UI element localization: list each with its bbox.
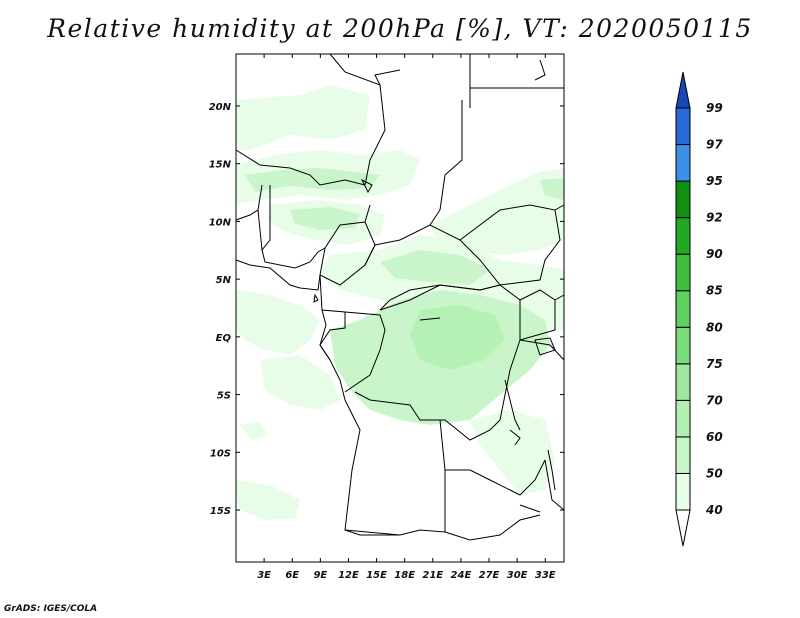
grads-credit: GrADS: IGES/COLA [4, 604, 98, 614]
coast-gabon [319, 309, 346, 401]
border-cameroon [319, 221, 376, 286]
border-sudan-east [534, 59, 546, 81]
colorbar-label: 40 [705, 503, 723, 517]
border-ethiopia [554, 204, 565, 211]
humidity-area-south-atlantic [236, 480, 300, 520]
lon-label: 6E [285, 570, 299, 581]
colorbar-label: 80 [706, 320, 723, 334]
lon-label: 27E [479, 570, 500, 581]
humidity-area-gulf [236, 290, 320, 355]
border-kenya [554, 294, 565, 301]
border-namibia [344, 529, 401, 536]
lon-label: 18E [394, 570, 415, 581]
island-bioko [313, 293, 319, 303]
border-burkina [235, 209, 259, 221]
humidity-area-northeast-strong [540, 178, 564, 200]
lon-label: 3E [257, 570, 271, 581]
lon-label: 24E [451, 570, 472, 581]
colorbar-label: 97 [706, 138, 723, 152]
humidity-area-small-west [240, 422, 268, 440]
humidity-area-north-band-strong [245, 168, 380, 192]
lake-victoria [534, 337, 556, 356]
colorbar-label: 60 [706, 430, 723, 444]
colorbar-bin [675, 71, 691, 109]
humidity-area-congo-core [410, 305, 505, 370]
colorbar-bin [675, 253, 691, 292]
longitude-axis: 3E 6E 9E 12E 15E 18E 21E 24E 27E 30E 33E [257, 54, 556, 581]
map-frame [235, 53, 565, 563]
lon-label: 30E [507, 570, 528, 581]
lake-tanganyika [504, 379, 521, 431]
lat-label: 15N [209, 160, 232, 171]
humidity-area-northwest [236, 85, 370, 150]
colorbar-bin [675, 107, 691, 146]
humidity-shading [236, 85, 564, 520]
colorbar-bin [675, 363, 691, 401]
colorbar-bin [675, 399, 691, 438]
border-car [364, 224, 501, 311]
lon-label: 15E [366, 570, 387, 581]
lake-malawi [547, 449, 556, 491]
map-title: Relative humidity at 200hPa [%], VT: 202… [47, 14, 753, 43]
colorbar-label: 99 [706, 101, 723, 115]
humidity-area-atlantic [260, 355, 340, 410]
lon-label: 12E [338, 570, 359, 581]
colorbar-label: 50 [706, 466, 723, 480]
colorbar: 40 50 60 70 75 80 85 90 92 95 97 99 [675, 71, 723, 547]
colorbar-label: 92 [706, 211, 723, 225]
colorbar-bin [675, 509, 691, 547]
colorbar-label: 95 [706, 174, 723, 188]
border-niger-chad [364, 84, 386, 186]
colorbar-bin [675, 326, 691, 365]
lake-small-2 [419, 317, 441, 321]
colorbar-bin [675, 217, 691, 255]
colorbar-label: 90 [706, 247, 723, 261]
colorbar-bin [675, 290, 691, 328]
lon-label: 21E [422, 570, 443, 581]
lat-label: EQ [216, 333, 232, 344]
lat-label: 5S [217, 391, 231, 402]
border-nigeria [261, 185, 371, 269]
humidity-area-northeast [430, 168, 564, 255]
lon-label: 33E [535, 570, 556, 581]
colorbar-label: 85 [706, 284, 723, 298]
colorbar-label: 75 [706, 357, 723, 371]
lat-label: 5N [216, 275, 232, 286]
border-tanzania [519, 339, 565, 361]
border-chad-sudan [429, 100, 463, 226]
border-zambia [445, 459, 546, 496]
country-borders [235, 53, 565, 541]
latitude-axis: 20N 15N 10N 5N EQ 5S 10S 15S [209, 102, 564, 517]
map-panel: 20N 15N 10N 5N EQ 5S 10S 15S 3E 6E 9E 12E 15E 18E 21E… [209, 53, 565, 581]
border-angola [344, 399, 446, 536]
lon-label: 9E [313, 570, 327, 581]
colorbar-label: 70 [706, 393, 723, 407]
lake-small-3 [509, 429, 521, 446]
lat-label: 15S [210, 506, 231, 517]
humidity-area-southeast [470, 410, 555, 495]
colorbar-bin [675, 144, 691, 182]
lat-label: 10N [209, 217, 232, 228]
coast-west-africa [235, 259, 321, 291]
border-congo-drc [344, 311, 386, 393]
lat-label: 10S [210, 448, 231, 459]
lat-label: 20N [209, 102, 232, 113]
colorbar-bin [675, 180, 691, 219]
border-drc [354, 284, 521, 441]
colorbar-bin [675, 436, 691, 474]
lake-small-1 [519, 504, 541, 513]
border-zambia-south [444, 514, 541, 541]
border-mozambique [544, 459, 565, 511]
border-mali-niger [235, 149, 366, 186]
lake-chad [360, 178, 373, 194]
border-south-sudan [459, 204, 561, 286]
humidity-area-central-belt-strong [380, 250, 490, 285]
colorbar-bin [675, 472, 691, 511]
